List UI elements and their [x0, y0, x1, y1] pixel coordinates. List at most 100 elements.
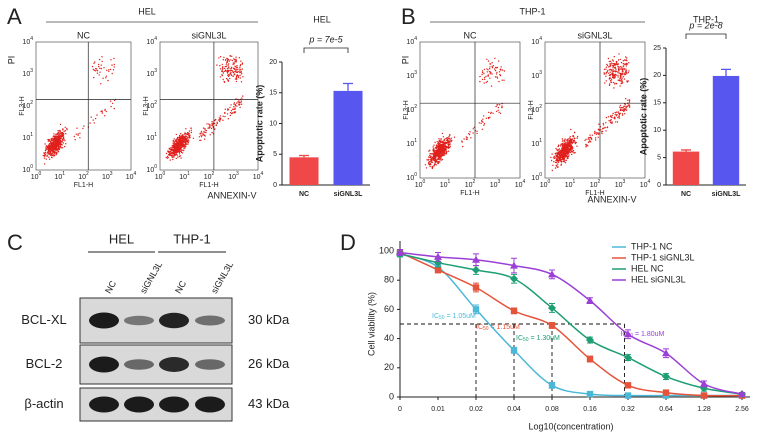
dot	[570, 129, 571, 130]
dot	[444, 153, 445, 154]
dot	[233, 76, 234, 77]
y-channel-label: FL3-H	[143, 96, 150, 115]
dot	[595, 137, 596, 138]
ic-main: IC	[516, 335, 523, 342]
dot	[612, 71, 613, 72]
dot	[555, 148, 556, 149]
dot	[492, 67, 493, 68]
dot	[620, 76, 621, 77]
dot	[557, 159, 558, 160]
dot	[236, 102, 237, 103]
dot	[204, 128, 205, 129]
dot	[442, 141, 443, 142]
dot	[60, 136, 61, 137]
dot	[56, 137, 57, 138]
tick-base: 10	[465, 182, 473, 189]
dot	[561, 164, 562, 165]
dot	[440, 146, 441, 147]
dot	[57, 136, 58, 137]
dot	[561, 154, 562, 155]
dot	[629, 99, 630, 100]
dot	[610, 72, 611, 73]
dot	[622, 82, 623, 83]
dot	[487, 75, 488, 76]
y-tick-label: 100	[379, 245, 394, 255]
tick-exponent: 2	[598, 179, 601, 185]
dot	[240, 72, 241, 73]
dot	[440, 139, 441, 140]
dot	[563, 147, 564, 148]
dot	[591, 139, 592, 140]
dot	[227, 108, 228, 109]
dot	[500, 113, 501, 114]
dot	[50, 155, 51, 156]
blot-band	[124, 316, 154, 326]
dot	[556, 152, 557, 153]
dot	[215, 119, 216, 120]
dot	[227, 113, 228, 114]
dot	[566, 151, 567, 152]
dot	[450, 146, 451, 147]
x-tick-label: 0.01	[431, 406, 445, 413]
blot-band	[124, 397, 154, 413]
dot	[604, 127, 605, 128]
dot	[234, 109, 235, 110]
dot	[443, 136, 444, 137]
dot	[184, 147, 185, 148]
dot	[79, 133, 80, 134]
y-tick-label: 10	[653, 127, 661, 134]
dot	[74, 136, 75, 137]
dot	[565, 146, 566, 147]
dot	[99, 59, 100, 60]
point	[549, 322, 555, 328]
dot	[176, 138, 177, 139]
dot	[492, 62, 493, 63]
dot	[58, 136, 59, 137]
ic-value: = 1.30uM	[529, 335, 560, 342]
blot-band	[195, 359, 225, 370]
dot	[438, 151, 439, 152]
dot	[619, 117, 620, 118]
dot	[95, 118, 96, 119]
dot	[559, 153, 560, 154]
dot	[239, 107, 240, 108]
dot	[431, 153, 432, 154]
dot	[441, 159, 442, 160]
dot	[574, 138, 575, 139]
dot	[216, 122, 217, 123]
dot	[173, 141, 174, 142]
dot	[189, 136, 190, 137]
dot	[618, 53, 619, 54]
dot	[442, 152, 443, 153]
dot	[446, 153, 447, 154]
tick-base: 10	[415, 182, 423, 189]
dot	[237, 67, 238, 68]
tick-base: 10	[531, 141, 539, 148]
dot	[562, 150, 563, 151]
tick-base: 10	[22, 135, 30, 142]
dot	[439, 161, 440, 162]
dot	[625, 74, 626, 75]
dot	[229, 107, 230, 108]
dot	[230, 74, 231, 75]
dot	[565, 162, 566, 163]
bar	[333, 91, 362, 185]
dot	[596, 134, 597, 135]
dot	[489, 66, 490, 67]
dot	[435, 163, 436, 164]
dot	[589, 137, 590, 138]
dot	[573, 140, 574, 141]
dot	[613, 69, 614, 70]
dot	[234, 73, 235, 74]
dot	[238, 68, 239, 69]
dot	[605, 73, 606, 74]
dot	[56, 140, 57, 141]
tick-exponent: 0	[154, 164, 157, 170]
dot	[481, 121, 482, 122]
dot	[189, 130, 190, 131]
dot	[433, 148, 434, 149]
dot	[177, 155, 178, 156]
dot	[57, 133, 58, 134]
dot	[442, 148, 443, 149]
dot	[201, 136, 202, 137]
